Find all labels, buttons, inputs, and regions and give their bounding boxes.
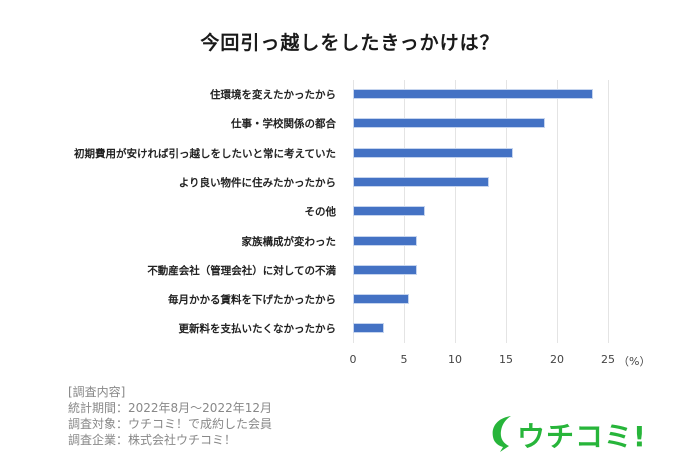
uchicomi-logo: ウチコミ!: [487, 413, 667, 453]
speech-bubble-icon: [492, 416, 511, 452]
gridline: [608, 80, 609, 343]
category-label: 仕事・学校関係の都合: [231, 118, 336, 131]
notes-company: 調査企業：株式会社ウチコミ！: [68, 433, 237, 447]
gridline: [506, 80, 507, 343]
x-tick-label: 20: [550, 353, 564, 366]
bar: [353, 294, 410, 305]
bar: [353, 176, 489, 187]
category-label: 家族構成が変わった: [241, 235, 337, 248]
category-label: 毎月かかる賃料を下げたかったから: [168, 294, 336, 307]
bar: [353, 206, 426, 217]
category-label: その他: [304, 206, 337, 219]
notes-period: 統計期間：2022年8月～2022年12月: [68, 401, 272, 415]
x-tick-label: 25: [601, 353, 615, 366]
category-label: 不動産会社（管理会社）に対しての不満: [147, 264, 336, 277]
bar: [353, 147, 514, 158]
logo-text: ウチコミ!: [517, 420, 647, 453]
x-tick-label: 5: [400, 353, 408, 366]
bar: [353, 264, 418, 275]
category-label: 住環境を変えたかったから: [210, 89, 336, 101]
bar: [353, 118, 545, 129]
x-axis-unit: （%）: [618, 355, 651, 368]
survey-notes: [調査内容] 統計期間：2022年8月～2022年12月 調査対象：ウチコミ！で…: [68, 384, 272, 448]
x-tick-label: 0: [349, 353, 357, 366]
x-tick-label: 15: [499, 353, 513, 366]
notes-heading: [調査内容]: [68, 385, 126, 399]
bar: [353, 323, 384, 334]
chart-title: 今回引っ越しをしたきっかけは？: [200, 32, 500, 54]
bar: [353, 235, 418, 246]
notes-target: 調査対象：ウチコミ！で成約した会員: [68, 417, 273, 431]
bar: [353, 89, 593, 99]
category-label: 更新料を支払いたくなかったから: [178, 323, 337, 336]
x-tick-label: 10: [448, 353, 462, 366]
category-label: 初期費用が安ければ引っ越しをしたいと常に考えていた: [74, 147, 336, 160]
category-label: より良い物件に住みたかったから: [178, 176, 336, 189]
gridline: [455, 80, 456, 343]
gridline: [557, 80, 558, 343]
